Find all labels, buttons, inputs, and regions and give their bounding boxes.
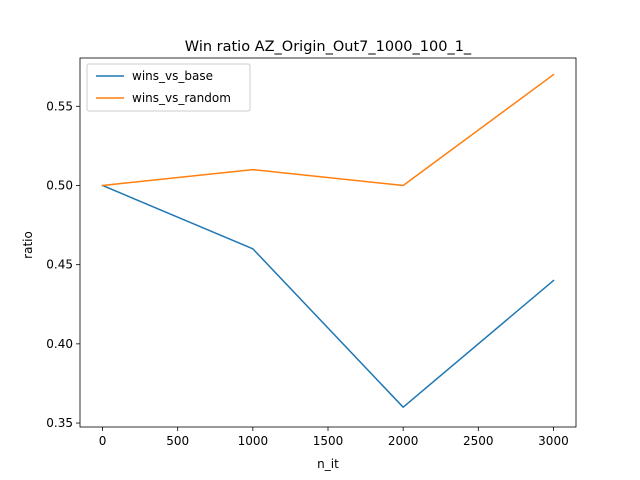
y-tick-label: 0.45 xyxy=(46,258,73,272)
legend-label-wins_vs_random: wins_vs_random xyxy=(132,91,231,105)
y-tick-label: 0.35 xyxy=(46,416,73,430)
plot-area: 0 500 1000 1500 2000 2500 3000 0.35 0.40 0.45 0.50… xyxy=(46,57,577,448)
x-tick-label: 500 xyxy=(166,434,189,448)
legend-box xyxy=(86,63,251,112)
x-tick-label: 2500 xyxy=(463,434,494,448)
series-line-wins_vs_base xyxy=(101,184,555,408)
x-tick-label: 3000 xyxy=(538,434,569,448)
legend-label-wins_vs_base: wins_vs_base xyxy=(132,69,213,83)
y-tick-label: 0.40 xyxy=(46,337,73,351)
y-axis-label: ratio xyxy=(21,231,35,259)
series-line-wins_vs_random xyxy=(101,73,555,187)
chart-title: Win ratio AZ_Origin_Out7_1000_100_1_ xyxy=(185,39,472,55)
y-tick-label: 0.55 xyxy=(46,99,73,113)
x-tick-label: 2000 xyxy=(388,434,419,448)
x-tick-label: 1500 xyxy=(313,434,344,448)
x-tick-label: 0 xyxy=(99,434,107,448)
y-tick-label: 0.50 xyxy=(46,178,73,192)
x-tick-label: 1000 xyxy=(238,434,269,448)
x-axis-label: n_it xyxy=(317,457,339,471)
legend: wins_vs_base wins_vs_random xyxy=(86,63,251,112)
